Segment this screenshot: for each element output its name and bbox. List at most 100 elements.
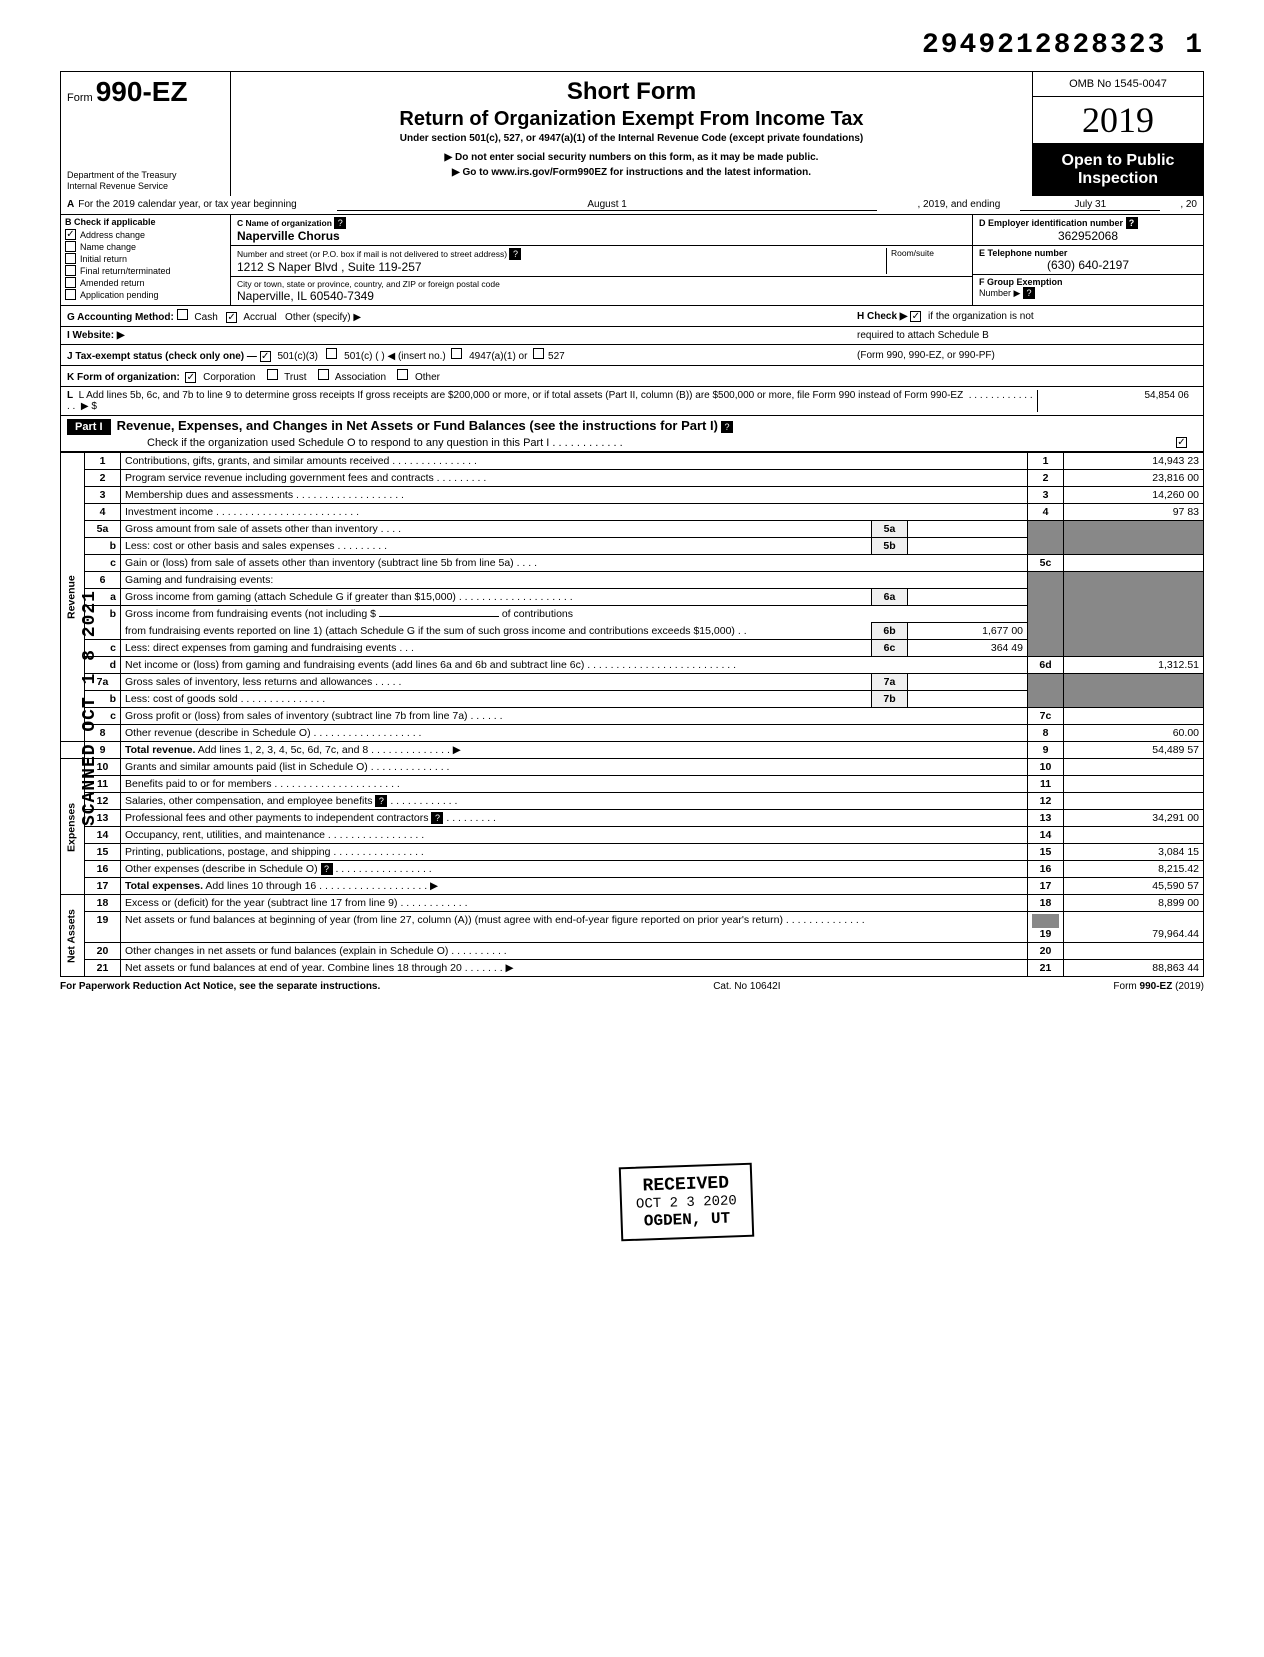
line-7a-desc: Gross sales of inventory, less returns a… — [125, 676, 372, 688]
line-21-num: 21 — [85, 960, 121, 977]
help-icon[interactable]: ? — [721, 421, 733, 433]
form-table: Revenue 1 Contributions, gifts, grants, … — [60, 452, 1204, 977]
line-6b-inner: 6b — [872, 623, 908, 640]
line-g-label: G Accounting Method: — [67, 312, 174, 323]
line-13-col: 13 — [1028, 810, 1064, 827]
line-8-desc: Other revenue (describe in Schedule O) — [125, 727, 311, 739]
label-501c3: 501(c)(3) — [277, 351, 318, 362]
line-5c-num: c — [85, 555, 121, 572]
line-18-num: 18 — [85, 895, 121, 912]
instruction-ssn: ▶ Do not enter social security numbers o… — [241, 152, 1022, 163]
line-15-desc: Printing, publications, postage, and shi… — [125, 846, 330, 858]
line-l-amount: 54,854 06 — [1037, 390, 1197, 412]
line-a-label: A — [67, 199, 74, 211]
part1-check-text: Check if the organization used Schedule … — [147, 437, 549, 449]
line-7c-col: 7c — [1028, 708, 1064, 725]
help-icon[interactable]: ? — [431, 812, 443, 824]
org-city: Naperville, IL 60540-7349 — [237, 289, 966, 303]
help-icon[interactable]: ? — [1126, 217, 1138, 229]
line-16-amt: 8,215.42 — [1064, 861, 1204, 878]
checkbox-4947[interactable] — [451, 348, 462, 359]
checkbox-trust[interactable] — [267, 369, 278, 380]
checkbox-app-pending[interactable] — [65, 289, 76, 300]
line-3-col: 3 — [1028, 487, 1064, 504]
line-6d-amt: 1,312.51 — [1064, 657, 1204, 674]
line-6c-inner: 6c — [872, 640, 908, 657]
line-l-arrow: ▶ $ — [81, 401, 97, 412]
line-7a-inner: 7a — [872, 674, 908, 691]
line-19-num: 19 — [85, 912, 121, 943]
line-k-label: K Form of organization: — [67, 372, 180, 383]
line-20-col: 20 — [1028, 943, 1064, 960]
checkbox-address-change[interactable]: ✓ — [65, 229, 76, 240]
line-a-begin: August 1 — [337, 199, 878, 211]
line-5a-num: 5a — [85, 521, 121, 538]
checkbox-cash[interactable] — [177, 309, 188, 320]
label-name-change: Name change — [80, 242, 136, 252]
line-h-text2: if the organization is not — [928, 311, 1034, 322]
line-3-amt: 14,260 00 — [1064, 487, 1204, 504]
checkbox-name-change[interactable] — [65, 241, 76, 252]
checkbox-corp[interactable]: ✓ — [185, 372, 196, 383]
line-12-desc: Salaries, other compensation, and employ… — [125, 795, 372, 807]
side-label-netassets: Net Assets — [61, 895, 85, 977]
line-2-amt: 23,816 00 — [1064, 470, 1204, 487]
phone-label: E Telephone number — [979, 248, 1197, 258]
line-3-num: 3 — [85, 487, 121, 504]
line-7b-inner: 7b — [872, 691, 908, 708]
city-label: City or town, state or province, country… — [237, 279, 966, 289]
checkbox-other-org[interactable] — [397, 369, 408, 380]
line-a-text1: For the 2019 calendar year, or tax year … — [78, 199, 296, 211]
dept-irs: Internal Revenue Service — [67, 181, 224, 192]
line-5b-inner: 5b — [872, 538, 908, 555]
line-8-amt: 60.00 — [1064, 725, 1204, 742]
line-21-col: 21 — [1028, 960, 1064, 977]
line-4-num: 4 — [85, 504, 121, 521]
phone-value: (630) 640-2197 — [979, 258, 1197, 272]
footer-center: Cat. No 10642I — [713, 981, 780, 992]
line-4-desc: Investment income — [125, 506, 213, 518]
line-h-text4: (Form 990, 990-EZ, or 990-PF) — [857, 350, 995, 361]
checkbox-sched-b[interactable]: ✓ — [910, 311, 921, 322]
checkbox-initial-return[interactable] — [65, 253, 76, 264]
line-j-label: J Tax-exempt status (check only one) — — [67, 351, 257, 362]
line-6d-desc: Net income or (loss) from gaming and fun… — [125, 659, 584, 671]
line-21-desc: Net assets or fund balances at end of ye… — [125, 962, 462, 974]
line-17-num: 17 — [85, 878, 121, 895]
label-assoc: Association — [335, 372, 386, 383]
checkbox-501c3[interactable]: ✓ — [260, 351, 271, 362]
checkbox-527[interactable] — [533, 348, 544, 359]
line-5c-desc: Gain or (loss) from sale of assets other… — [125, 557, 514, 569]
checkbox-accrual[interactable]: ✓ — [226, 312, 237, 323]
line-k: K Form of organization: ✓ Corporation Tr… — [60, 366, 1204, 387]
help-icon[interactable]: ? — [375, 795, 387, 807]
line-i: I Website: ▶ required to attach Schedule… — [60, 327, 1204, 345]
line-1-num: 1 — [85, 453, 121, 470]
checkbox-sched-o[interactable]: ✓ — [1176, 437, 1187, 448]
label-501c-b: ) ◀ (insert no.) — [381, 351, 445, 362]
line-6a-desc: Gross income from gaming (attach Schedul… — [125, 591, 456, 603]
checkbox-final-return[interactable] — [65, 265, 76, 276]
checkbox-amended[interactable] — [65, 277, 76, 288]
dept-treasury: Department of the Treasury — [67, 170, 224, 181]
help-icon[interactable]: ? — [334, 217, 346, 229]
line-9-amt: 54,489 57 — [1064, 742, 1204, 759]
help-icon[interactable]: ? — [321, 863, 333, 875]
line-6-num: 6 — [85, 572, 121, 589]
line-5c-col: 5c — [1028, 555, 1064, 572]
line-1-amt: 14,943 23 — [1064, 453, 1204, 470]
footer: For Paperwork Reduction Act Notice, see … — [60, 981, 1204, 992]
help-icon[interactable]: ? — [1023, 287, 1035, 299]
line-a-end: July 31 — [1020, 199, 1160, 211]
line-6-desc: Gaming and fundraising events: — [121, 572, 1028, 589]
checkbox-assoc[interactable] — [318, 369, 329, 380]
checkbox-501c[interactable] — [326, 348, 337, 359]
line-2-col: 2 — [1028, 470, 1064, 487]
ein-value: 362952068 — [979, 229, 1197, 243]
instruction-url: ▶ Go to www.irs.gov/Form990EZ for instru… — [241, 167, 1022, 178]
line-h-text1: H Check ▶ — [857, 311, 907, 322]
help-icon[interactable]: ? — [509, 248, 521, 260]
line-6b-inneramt: 1,677 00 — [908, 623, 1028, 640]
line-a-text2: , 2019, and ending — [917, 199, 1000, 211]
line-5b-desc: Less: cost or other basis and sales expe… — [125, 540, 335, 552]
